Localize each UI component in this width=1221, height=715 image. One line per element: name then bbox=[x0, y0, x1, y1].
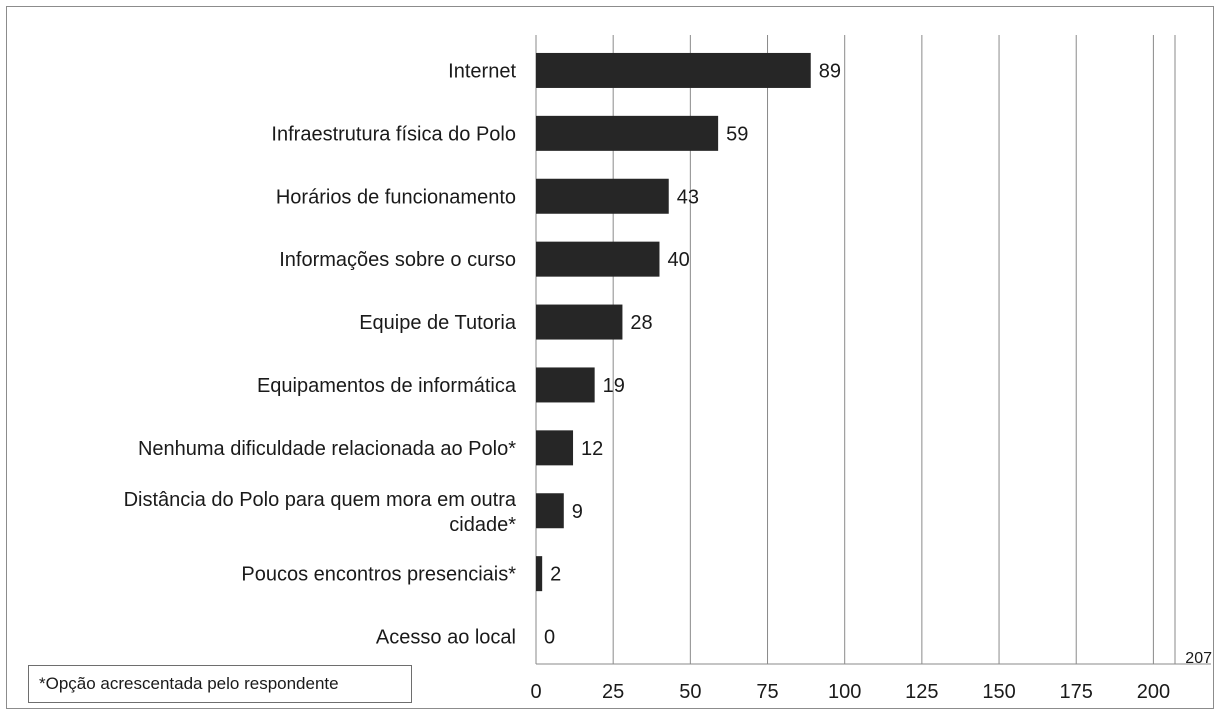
category-label: Nenhuma dificuldade relacionada ao Polo* bbox=[138, 438, 516, 460]
category-label: Poucos encontros presenciais* bbox=[241, 564, 516, 586]
x-tick-label: 0 bbox=[530, 681, 541, 703]
data-label: 43 bbox=[677, 186, 699, 208]
data-label: 2 bbox=[550, 564, 561, 586]
bar bbox=[536, 430, 574, 466]
data-label: 9 bbox=[572, 501, 583, 523]
x-tick-label: 200 bbox=[1137, 681, 1170, 703]
bar bbox=[536, 178, 669, 214]
data-label: 12 bbox=[581, 438, 603, 460]
data-label: 40 bbox=[667, 249, 689, 271]
category-label: Informações sobre o curso bbox=[279, 249, 516, 271]
x-tick-label: 25 bbox=[602, 681, 624, 703]
x-tick-label: 175 bbox=[1060, 681, 1093, 703]
data-label: 0 bbox=[544, 627, 555, 649]
data-label: 59 bbox=[726, 123, 748, 145]
bar bbox=[536, 241, 660, 277]
footnote: *Opção acrescentada pelo respondente bbox=[28, 665, 412, 703]
bar bbox=[536, 367, 595, 403]
bar bbox=[536, 556, 543, 592]
x-tick-label: 125 bbox=[905, 681, 938, 703]
data-label: 19 bbox=[603, 375, 625, 397]
data-label: 89 bbox=[819, 60, 841, 82]
bar bbox=[536, 493, 564, 529]
axis-max-label: 207 bbox=[1185, 650, 1212, 667]
bar bbox=[536, 52, 811, 88]
x-tick-label: 150 bbox=[982, 681, 1015, 703]
category-label: Equipe de Tutoria bbox=[359, 312, 517, 334]
bar bbox=[536, 115, 719, 151]
bar bbox=[536, 304, 623, 340]
x-tick-label: 100 bbox=[828, 681, 861, 703]
category-label: Infraestrutura física do Polo bbox=[271, 123, 516, 145]
category-label: Equipamentos de informática bbox=[257, 375, 517, 397]
category-label: Acesso ao local bbox=[376, 627, 516, 649]
data-label: 28 bbox=[630, 312, 652, 334]
category-label: Horários de funcionamento bbox=[276, 186, 516, 208]
x-tick-label: 75 bbox=[756, 681, 778, 703]
x-tick-label: 50 bbox=[679, 681, 701, 703]
category-label: Internet bbox=[448, 60, 516, 82]
category-label: Distância do Polo para quem mora em outr… bbox=[124, 489, 517, 536]
